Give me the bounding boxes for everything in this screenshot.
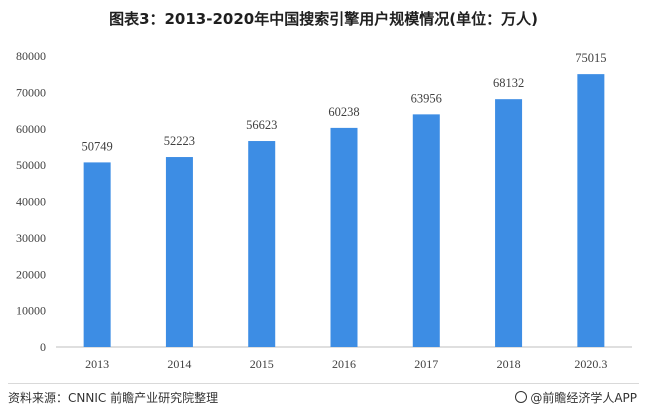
y-tick-label: 60000: [16, 122, 46, 136]
x-tick-label: 2017: [414, 357, 438, 371]
y-tick-label: 50000: [16, 158, 46, 172]
data-label: 56623: [246, 118, 277, 132]
source-note: 资料来源：CNNIC 前瞻产业研究院整理: [8, 391, 219, 405]
bar-2014: [165, 157, 193, 347]
bar-2013: [83, 162, 111, 347]
footer-divider: [8, 383, 639, 384]
bar-2017: [412, 114, 440, 347]
x-tick-label: 2020.3: [574, 357, 607, 371]
bar-2016: [330, 127, 358, 347]
x-axis: 2013 2014 2015 2016 2017 2018 2020.3: [85, 357, 607, 371]
x-tick-label: 2016: [332, 357, 356, 371]
y-tick-label: 80000: [16, 49, 46, 63]
x-tick-label: 2014: [167, 357, 191, 371]
data-label: 50749: [82, 139, 113, 153]
y-tick-label: 40000: [16, 195, 46, 209]
y-tick-label: 30000: [16, 231, 46, 245]
y-axis: 0 10000 20000 30000 40000 50000 60000 70000 8000…: [16, 49, 46, 354]
x-tick-label: 2013: [85, 357, 109, 371]
y-tick-label: 20000: [16, 267, 46, 281]
brand-credit: @前瞻经济学人APP: [515, 389, 637, 406]
data-label: 63956: [411, 91, 442, 105]
bar-2015: [248, 141, 276, 347]
data-label: 60238: [328, 105, 359, 119]
brand-text: @前瞻经济学人APP: [530, 391, 637, 405]
brand-logo-icon: [515, 391, 528, 403]
x-tick-label: 2018: [497, 357, 521, 371]
x-tick-label: 2015: [250, 357, 274, 371]
bar-series: 50749 52223 56623 60238 63956 68132 75015: [82, 51, 606, 347]
bar-2020.3: [577, 74, 605, 347]
bar-chart: 0 10000 20000 30000 40000 50000 60000 70000 8000…: [16, 49, 632, 371]
data-label: 52223: [164, 134, 195, 148]
y-tick-label: 0: [40, 340, 46, 354]
y-tick-label: 10000: [16, 304, 46, 318]
y-tick-label: 70000: [16, 85, 46, 99]
data-label: 75015: [575, 51, 606, 65]
chart-title: 图表3：2013-2020年中国搜索引擎用户规模情况(单位：万人): [109, 10, 538, 28]
bar-2018: [495, 99, 523, 347]
data-label: 68132: [493, 76, 524, 90]
